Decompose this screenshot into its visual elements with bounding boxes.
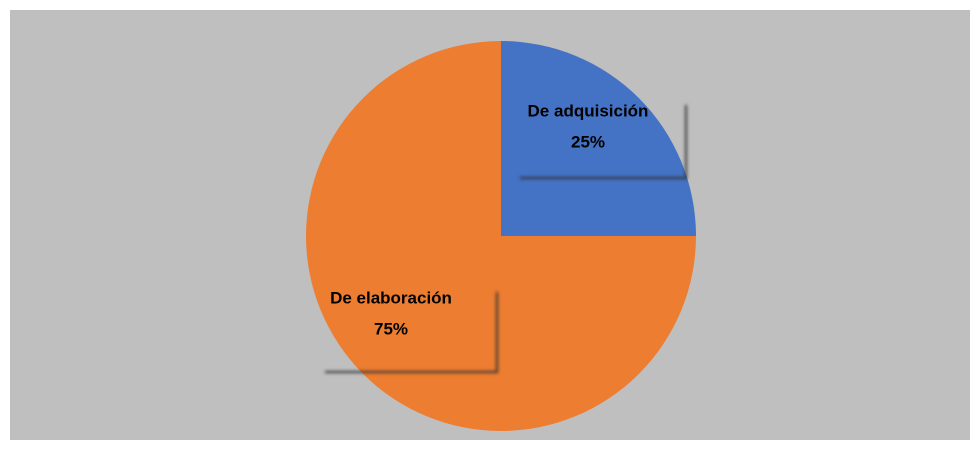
- label-shadow: [325, 292, 498, 373]
- data-label-name: De elaboración: [330, 288, 452, 307]
- data-label-name: De adquisición: [528, 101, 649, 120]
- data-label-value: 25%: [571, 132, 605, 151]
- pie-slice: [501, 41, 696, 236]
- pie-slice: [306, 41, 696, 431]
- label-shadow: [520, 105, 687, 179]
- data-label-value: 75%: [374, 319, 408, 338]
